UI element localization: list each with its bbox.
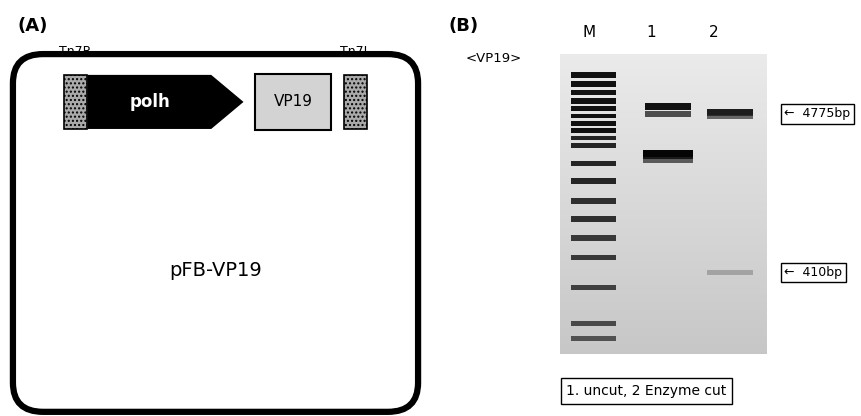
Text: Tn7R: Tn7R [59, 45, 91, 58]
Bar [570, 198, 616, 204]
Bar [570, 285, 616, 290]
Bar [570, 98, 616, 104]
Bar [570, 121, 616, 126]
Bar [570, 337, 616, 341]
Text: 1. uncut, 2 Enzyme cut: 1. uncut, 2 Enzyme cut [566, 384, 726, 398]
Text: 1: 1 [646, 25, 655, 40]
Bar [570, 255, 616, 260]
Text: pFB-VP19: pFB-VP19 [169, 261, 262, 280]
Bar [706, 109, 752, 116]
FancyArrow shape [87, 75, 243, 129]
Bar [570, 72, 616, 78]
Text: <VP19>: <VP19> [465, 52, 521, 65]
Text: ←  4775bp: ← 4775bp [784, 107, 850, 121]
Text: 2: 2 [708, 25, 717, 40]
Bar [255, 74, 331, 130]
Bar [570, 143, 616, 148]
Bar [344, 75, 367, 129]
Bar [706, 270, 752, 275]
Bar [706, 115, 752, 119]
Bar [570, 82, 616, 87]
Bar [570, 321, 616, 326]
Text: Tn7L: Tn7L [340, 45, 370, 58]
Bar [570, 136, 616, 140]
Text: (B): (B) [448, 17, 478, 35]
Text: ←  410bp: ← 410bp [784, 266, 841, 279]
Text: (A): (A) [17, 17, 47, 35]
Text: polh: polh [130, 93, 170, 111]
Bar [570, 178, 616, 184]
FancyBboxPatch shape [13, 54, 418, 412]
Text: M: M [582, 25, 595, 40]
Bar [64, 75, 87, 129]
Bar [644, 111, 690, 117]
Bar [570, 90, 616, 95]
Bar [642, 150, 692, 159]
Bar [642, 157, 692, 163]
Bar [570, 161, 616, 166]
Text: VP19: VP19 [273, 94, 313, 109]
Bar [570, 114, 616, 119]
Bar [570, 216, 616, 223]
Bar [570, 106, 616, 111]
Bar [570, 235, 616, 241]
Bar [570, 128, 616, 133]
Bar [644, 103, 690, 110]
